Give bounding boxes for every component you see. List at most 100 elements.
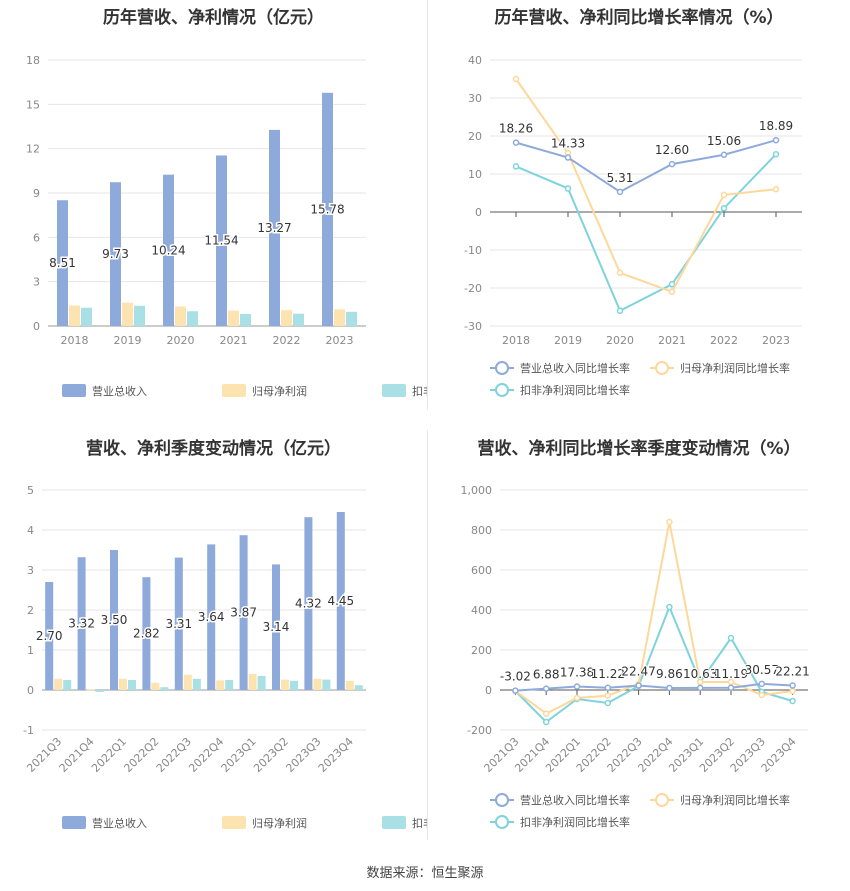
bar-deducted-profit (322, 679, 331, 690)
series-point (789, 687, 796, 695)
series-point (564, 185, 572, 192)
y-tick-label: -10 (464, 244, 482, 257)
data-source-note: 数据来源：恒生聚源 (366, 866, 484, 881)
y-tick-label: 3 (27, 564, 34, 577)
series-point (720, 151, 728, 159)
chart-title: 历年营收、净利情况（亿元） (103, 8, 324, 28)
x-tick-label: 2023Q3 (283, 735, 323, 775)
data-label: 3.32 (68, 617, 95, 631)
quarterly-growth-chart: -20002004006008001,0002021Q32021Q42022Q1… (461, 484, 811, 829)
bar-net-profit (119, 678, 127, 690)
data-label: 11.19 (714, 667, 748, 681)
series-line-revenue (515, 139, 777, 193)
series-point (666, 684, 673, 692)
data-label: 3.87 (230, 606, 257, 620)
data-label: 4.32 (295, 597, 322, 611)
bar-deducted-profit (346, 311, 357, 326)
legend-label: 归母净利润同比增长率 (680, 793, 790, 807)
series-point (616, 269, 624, 277)
series-point (758, 691, 766, 699)
bar-net-profit (54, 678, 63, 690)
y-tick-label: 5 (27, 484, 34, 497)
legend-swatch-marker (655, 793, 669, 807)
series-point (604, 692, 612, 699)
vertical-divider (427, 0, 428, 410)
y-tick-label: -200 (467, 724, 492, 737)
bar-revenue (216, 155, 227, 326)
series-point (616, 307, 624, 315)
y-tick-label: 400 (471, 604, 492, 617)
series-point (772, 185, 780, 193)
x-tick-label: 2022Q1 (89, 735, 129, 775)
x-tick-label: 2021Q4 (57, 735, 97, 775)
bar-revenue (336, 512, 345, 690)
x-tick-label: 2022Q2 (121, 735, 161, 775)
data-label: 30.57 (745, 663, 779, 677)
bar-net-profit (175, 306, 186, 326)
y-tick-label: 1,000 (461, 484, 493, 497)
x-tick-label: 2021 (220, 334, 248, 347)
y-tick-label: 2 (27, 604, 34, 617)
x-tick-label: 2018 (61, 334, 89, 347)
bar-net-profit (281, 679, 289, 690)
legend-swatch-marker (655, 361, 669, 375)
bar-deducted-profit (354, 685, 363, 690)
series-line-net-profit (515, 78, 777, 294)
data-label: 9.86 (656, 667, 683, 681)
quarterly-growth-panel: 营收、净利同比增长率季度变动情况（%） -200 0 200 400 600 800 1,0… (428, 428, 850, 848)
bar-net-profit (151, 682, 160, 690)
y-tick-label: -1 (23, 724, 34, 737)
legend-label: 营业总收入 (92, 816, 147, 830)
series-point (727, 678, 735, 686)
bar-net-profit (69, 305, 80, 326)
y-tick-label: 30 (468, 92, 482, 105)
series-point (727, 684, 735, 692)
data-label: 14.33 (551, 137, 585, 151)
x-tick-label: 2019 (554, 334, 582, 347)
y-tick-label: -30 (464, 320, 482, 333)
x-tick-label: 2021Q3 (24, 735, 64, 775)
bar-deducted-profit (128, 680, 136, 690)
bar-revenue (269, 129, 280, 326)
y-tick-label: 40 (468, 54, 482, 67)
y-tick-label: 1 (27, 644, 34, 657)
bar-revenue (110, 182, 121, 326)
series-point (720, 191, 728, 199)
data-label: 9.73 (102, 247, 129, 261)
data-label: 17.38 (560, 666, 594, 680)
series-point (512, 139, 520, 146)
series-point (616, 188, 624, 196)
bar-revenue (322, 92, 333, 326)
legend-swatch (222, 384, 246, 397)
y-tick-label: 18 (26, 54, 40, 67)
series-point (789, 682, 796, 689)
bar-deducted-profit (290, 680, 298, 690)
annual-values-panel: 历年营收、净利情况（亿元） 0 3 6 9 12 15 18 2018 8.51 2019 9.73… (0, 0, 427, 410)
bar-revenue (57, 200, 68, 326)
bar-net-profit (216, 680, 225, 690)
y-tick-label: 600 (471, 564, 492, 577)
series-point (696, 684, 704, 692)
series-point (758, 680, 766, 688)
bar-revenue (45, 582, 54, 690)
series-point (512, 163, 520, 170)
bar-deducted-profit (293, 313, 304, 326)
x-tick-label: 2023Q4 (316, 735, 356, 775)
y-tick-label: 20 (468, 130, 482, 143)
bar-net-profit (345, 680, 354, 690)
series-line-deducted-profit (514, 604, 793, 724)
annual-growth-chart: -30 -20 -10 0 10 20 30 40 2018 2019 2020 2021 2022 20… (464, 54, 802, 397)
legend-swatch (62, 816, 86, 829)
legend-swatch (382, 384, 406, 397)
series-point (635, 682, 642, 689)
y-tick-label: 0 (475, 206, 482, 219)
data-label: 18.89 (759, 119, 793, 133)
chart-title: 营收、净利同比增长率季度变动情况（%） (477, 439, 801, 459)
legend-swatch-marker (495, 815, 509, 829)
bar-deducted-profit (192, 678, 201, 690)
x-tick-label: 2023Q1 (219, 735, 259, 775)
data-label: 12.60 (655, 143, 689, 157)
series-point (789, 697, 796, 705)
bar-revenue (304, 517, 313, 690)
bar-net-profit (122, 302, 133, 326)
